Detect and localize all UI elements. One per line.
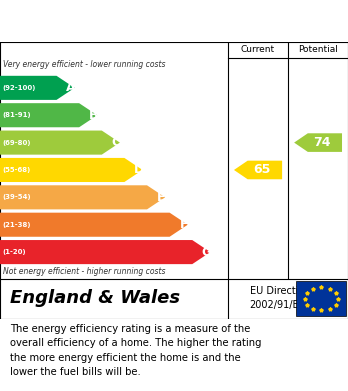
Bar: [296, 281, 346, 316]
Text: (92-100): (92-100): [3, 85, 36, 91]
Text: G: G: [201, 246, 212, 258]
Text: EU Directive
2002/91/EC: EU Directive 2002/91/EC: [250, 286, 310, 310]
Text: (81-91): (81-91): [3, 112, 31, 118]
Text: England & Wales: England & Wales: [10, 289, 181, 307]
Text: C: C: [112, 136, 121, 149]
Text: 74: 74: [313, 136, 330, 149]
Text: Very energy efficient - lower running costs: Very energy efficient - lower running co…: [3, 60, 166, 69]
Text: (39-54): (39-54): [3, 194, 31, 200]
Polygon shape: [0, 185, 165, 210]
Text: (1-20): (1-20): [3, 249, 26, 255]
Polygon shape: [0, 131, 120, 154]
Text: A: A: [66, 81, 76, 94]
Text: D: D: [134, 163, 144, 176]
Polygon shape: [234, 161, 282, 179]
Text: Potential: Potential: [298, 45, 338, 54]
Text: Energy Efficiency Rating: Energy Efficiency Rating: [10, 14, 220, 29]
Text: 65: 65: [253, 163, 270, 176]
Polygon shape: [0, 76, 75, 100]
Polygon shape: [294, 133, 342, 152]
Text: (55-68): (55-68): [3, 167, 31, 173]
Text: (21-38): (21-38): [3, 222, 31, 228]
Text: The energy efficiency rating is a measure of the
overall efficiency of a home. T: The energy efficiency rating is a measur…: [10, 324, 262, 377]
Polygon shape: [0, 213, 188, 237]
Polygon shape: [0, 158, 143, 182]
Polygon shape: [0, 103, 97, 127]
Text: Current: Current: [241, 45, 275, 54]
Text: (69-80): (69-80): [3, 140, 31, 145]
Text: F: F: [180, 218, 188, 231]
Text: E: E: [157, 191, 166, 204]
Polygon shape: [0, 240, 210, 264]
Text: B: B: [89, 109, 98, 122]
Text: Not energy efficient - higher running costs: Not energy efficient - higher running co…: [3, 267, 166, 276]
